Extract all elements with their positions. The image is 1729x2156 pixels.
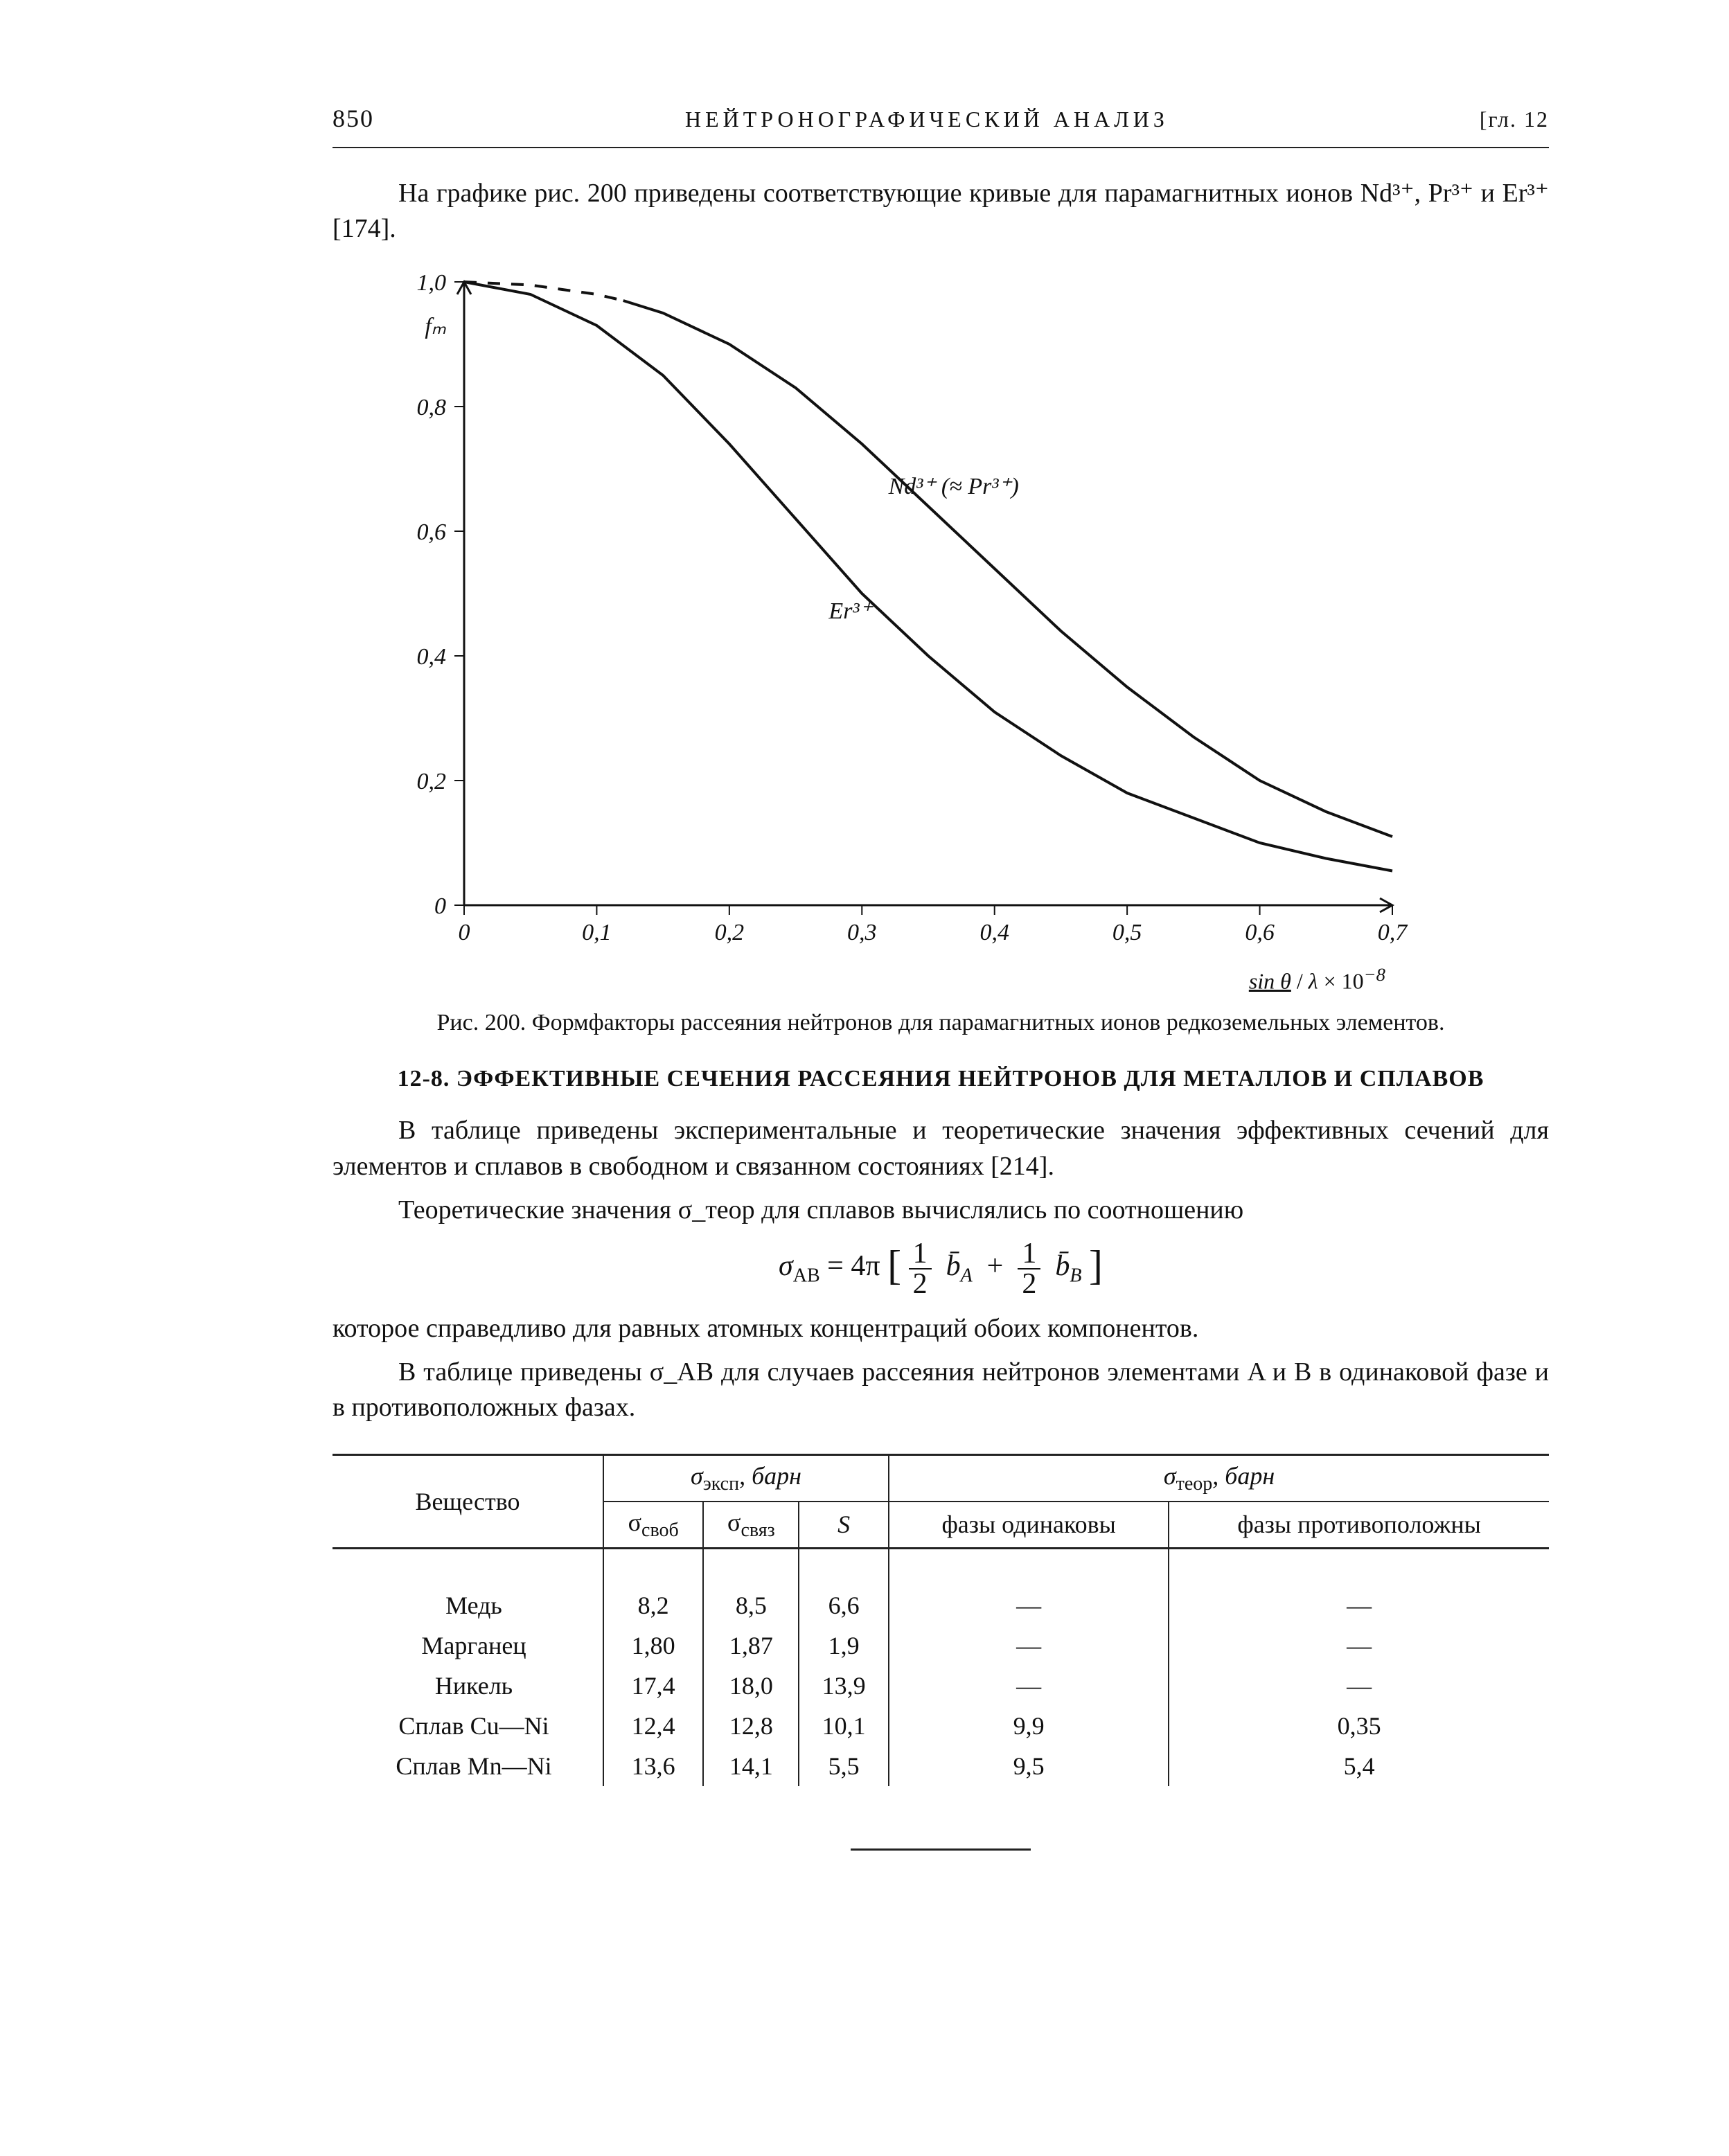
th-group-exp: σэксп, барн — [603, 1454, 889, 1502]
cell-phase-opp: 0,35 — [1169, 1706, 1549, 1746]
figure-200-svg: 0 0,1 0,2 0,3 0,4 0,5 0,6 0,7 0 0,2 0,4 0,6 0,8 1,0 fₘ… — [374, 268, 1413, 961]
cell-svob: 13,6 — [603, 1746, 703, 1786]
svg-text:1,0: 1,0 — [417, 270, 447, 296]
paragraph-2: Теоретические значения σ_теор для сплаво… — [332, 1193, 1549, 1228]
cell-svyaz: 8,5 — [703, 1585, 799, 1625]
svg-text:0,7: 0,7 — [1378, 920, 1409, 945]
svg-text:Er³⁺: Er³⁺ — [828, 598, 874, 624]
th-svyaz: σсвяз — [703, 1502, 799, 1549]
figure-200: 0 0,1 0,2 0,3 0,4 0,5 0,6 0,7 0 0,2 0,4 0,6 0,8 1,0 fₘ… — [374, 268, 1413, 995]
table-row: Сплав Cu—Ni12,412,810,19,90,35 — [332, 1706, 1549, 1746]
cell-phase-same: — — [889, 1666, 1169, 1706]
chapter-mark: [гл. 12 — [1480, 107, 1549, 132]
table-row: Сплав Mn—Ni13,614,15,59,55,4 — [332, 1746, 1549, 1786]
cell-svob: 1,80 — [603, 1625, 703, 1666]
paragraph-intro: На графике рис. 200 приведены соответств… — [332, 176, 1549, 247]
table-row: Никель17,418,013,9—— — [332, 1666, 1549, 1706]
cell-s: 10,1 — [799, 1706, 889, 1746]
cell-svob: 17,4 — [603, 1666, 703, 1706]
page-number: 850 — [332, 104, 374, 133]
equation-sigma-ab: σAB = 4π [ 1 2 b̄A + 1 2 b̄B ] — [332, 1238, 1549, 1298]
cell-substance: Никель — [332, 1666, 603, 1706]
cell-substance: Сплав Cu—Ni — [332, 1706, 603, 1746]
cell-substance: Марганец — [332, 1625, 603, 1666]
th-s: S — [799, 1502, 889, 1549]
svg-text:0,1: 0,1 — [582, 920, 612, 945]
cross-section-table: Вещество σэксп, барн σтеор, барн σсвоб σ… — [332, 1454, 1549, 1786]
cell-phase-same: — — [889, 1625, 1169, 1666]
cell-s: 6,6 — [799, 1585, 889, 1625]
table-row: Марганец1,801,871,9—— — [332, 1625, 1549, 1666]
x-axis-label: sin θ / λ × 10−8 — [374, 964, 1413, 995]
cell-svob: 12,4 — [603, 1706, 703, 1746]
cell-svob: 8,2 — [603, 1585, 703, 1625]
table-row: Медь8,28,56,6—— — [332, 1585, 1549, 1625]
svg-text:0,6: 0,6 — [417, 519, 447, 545]
cell-svyaz: 18,0 — [703, 1666, 799, 1706]
header-rule — [332, 147, 1549, 148]
svg-text:0: 0 — [434, 893, 446, 919]
cell-phase-opp: — — [1169, 1585, 1549, 1625]
cell-s: 5,5 — [799, 1746, 889, 1786]
svg-text:0,4: 0,4 — [979, 920, 1009, 945]
paragraph-4: В таблице приведены σ_AB для случаев рас… — [332, 1355, 1549, 1426]
th-substance: Вещество — [332, 1454, 603, 1548]
cell-phase-opp: 5,4 — [1169, 1746, 1549, 1786]
cell-phase-same: — — [889, 1585, 1169, 1625]
th-group-teor: σтеор, барн — [889, 1454, 1549, 1502]
th-phase-same: фазы одинаковы — [889, 1502, 1169, 1549]
figure-caption: Рис. 200. Формфакторы рассеяния нейтроно… — [332, 1008, 1549, 1038]
footer-rule — [851, 1848, 1031, 1851]
cell-svyaz: 14,1 — [703, 1746, 799, 1786]
svg-text:Nd³⁺ (≈ Pr³⁺): Nd³⁺ (≈ Pr³⁺) — [888, 474, 1019, 499]
cell-substance: Медь — [332, 1585, 603, 1625]
cell-s: 13,9 — [799, 1666, 889, 1706]
th-phase-opp: фазы противоположны — [1169, 1502, 1549, 1549]
cell-s: 1,9 — [799, 1625, 889, 1666]
cell-phase-opp: — — [1169, 1625, 1549, 1666]
cell-phase-same: 9,9 — [889, 1706, 1169, 1746]
svg-text:0,3: 0,3 — [847, 920, 877, 945]
cell-svyaz: 1,87 — [703, 1625, 799, 1666]
svg-text:fₘ: fₘ — [425, 314, 446, 339]
svg-text:0,5: 0,5 — [1112, 920, 1142, 945]
paragraph-3: которое справедливо для равных атомных к… — [332, 1311, 1549, 1346]
cell-substance: Сплав Mn—Ni — [332, 1746, 603, 1786]
svg-text:0,6: 0,6 — [1245, 920, 1275, 945]
svg-text:0,2: 0,2 — [417, 769, 447, 794]
svg-text:0,4: 0,4 — [417, 644, 447, 670]
cell-phase-opp: — — [1169, 1666, 1549, 1706]
section-heading: 12-8. ЭФФЕКТИВНЫЕ СЕЧЕНИЯ РАССЕЯНИЯ НЕЙТ… — [332, 1066, 1549, 1092]
svg-text:0,2: 0,2 — [715, 920, 745, 945]
paragraph-1: В таблице приведены экспериментальные и … — [332, 1113, 1549, 1184]
running-title: НЕЙТРОНОГРАФИЧЕСКИЙ АНАЛИЗ — [374, 107, 1480, 132]
cell-phase-same: 9,5 — [889, 1746, 1169, 1786]
cell-svyaz: 12,8 — [703, 1706, 799, 1746]
running-head: 850 НЕЙТРОНОГРАФИЧЕСКИЙ АНАЛИЗ [гл. 12 — [332, 104, 1549, 133]
th-svob: σсвоб — [603, 1502, 703, 1549]
svg-text:0: 0 — [459, 920, 470, 945]
svg-text:0,8: 0,8 — [417, 395, 447, 420]
